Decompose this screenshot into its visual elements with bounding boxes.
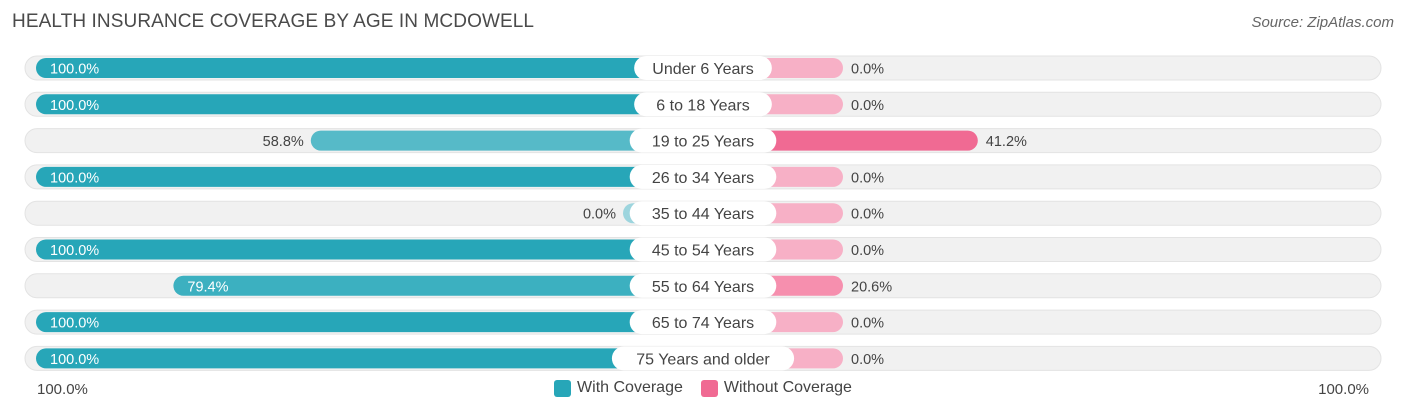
category-label: 45 to 54 Years: [652, 243, 754, 260]
value-label-with-coverage: 0.0%: [583, 207, 616, 223]
bar-with-coverage: [36, 348, 703, 369]
bar-with-coverage: [36, 58, 703, 78]
legend: With Coverage Without Coverage: [0, 379, 1406, 397]
bar-with-coverage: [36, 94, 703, 115]
value-label-with-coverage: 100.0%: [50, 62, 99, 78]
category-pill: [634, 92, 772, 117]
category-pill: [611, 346, 795, 371]
value-label-without-coverage: 0.0%: [851, 170, 884, 186]
category-label: 26 to 34 Years: [652, 170, 754, 187]
value-label-with-coverage: 100.0%: [50, 170, 99, 186]
category-pill: [634, 56, 772, 80]
value-label-without-coverage: 0.0%: [851, 62, 884, 78]
legend-item-with-coverage: With Coverage: [554, 379, 683, 397]
category-label: Under 6 Years: [652, 61, 753, 78]
value-label-with-coverage: 79.4%: [187, 279, 228, 295]
value-label-without-coverage: 0.0%: [851, 243, 884, 259]
value-label-without-coverage: 41.2%: [986, 134, 1027, 150]
legend-swatch-without-coverage: [700, 379, 718, 397]
bar-with-coverage: [173, 275, 704, 296]
category-label: 55 to 64 Years: [652, 279, 754, 296]
bar-with-coverage: [310, 130, 703, 151]
bar-with-coverage: [36, 239, 703, 260]
source-label: Source: ZipAtlas.com: [1251, 14, 1394, 31]
category-pill: [629, 237, 777, 262]
category-label: 35 to 44 Years: [652, 206, 754, 223]
legend-label-without-coverage: Without Coverage: [723, 379, 852, 396]
axis-left-label: 100.0%: [37, 381, 88, 398]
category-label: 19 to 25 Years: [652, 134, 754, 151]
axis-right-label: 100.0%: [1318, 381, 1369, 398]
category-pill: [629, 164, 777, 189]
legend-swatch-with-coverage: [554, 379, 572, 397]
category-pill: [629, 310, 777, 335]
category-label: 6 to 18 Years: [656, 97, 749, 114]
chart-title: HEALTH INSURANCE COVERAGE BY AGE IN MCDO…: [12, 11, 535, 32]
value-label-with-coverage: 100.0%: [50, 316, 99, 332]
bar-with-coverage: [36, 166, 703, 187]
legend-item-without-coverage: Without Coverage: [700, 379, 852, 397]
value-label-without-coverage: 0.0%: [851, 98, 884, 114]
category-label: 65 to 74 Years: [652, 315, 754, 332]
value-label-with-coverage: 100.0%: [50, 98, 99, 114]
value-label-with-coverage: 100.0%: [50, 352, 99, 368]
value-label-with-coverage: 100.0%: [50, 243, 99, 259]
value-label-without-coverage: 0.0%: [851, 316, 884, 332]
value-label-without-coverage: 0.0%: [851, 352, 884, 368]
category-label: 75 Years and older: [636, 351, 770, 368]
legend-label-with-coverage: With Coverage: [577, 379, 683, 396]
category-pill: [629, 128, 777, 153]
value-label-without-coverage: 20.6%: [851, 279, 892, 295]
category-pill: [629, 201, 777, 226]
category-pill: [629, 273, 777, 298]
bar-with-coverage: [36, 312, 703, 333]
value-label-with-coverage: 58.8%: [263, 134, 304, 150]
value-label-without-coverage: 0.0%: [851, 207, 884, 223]
